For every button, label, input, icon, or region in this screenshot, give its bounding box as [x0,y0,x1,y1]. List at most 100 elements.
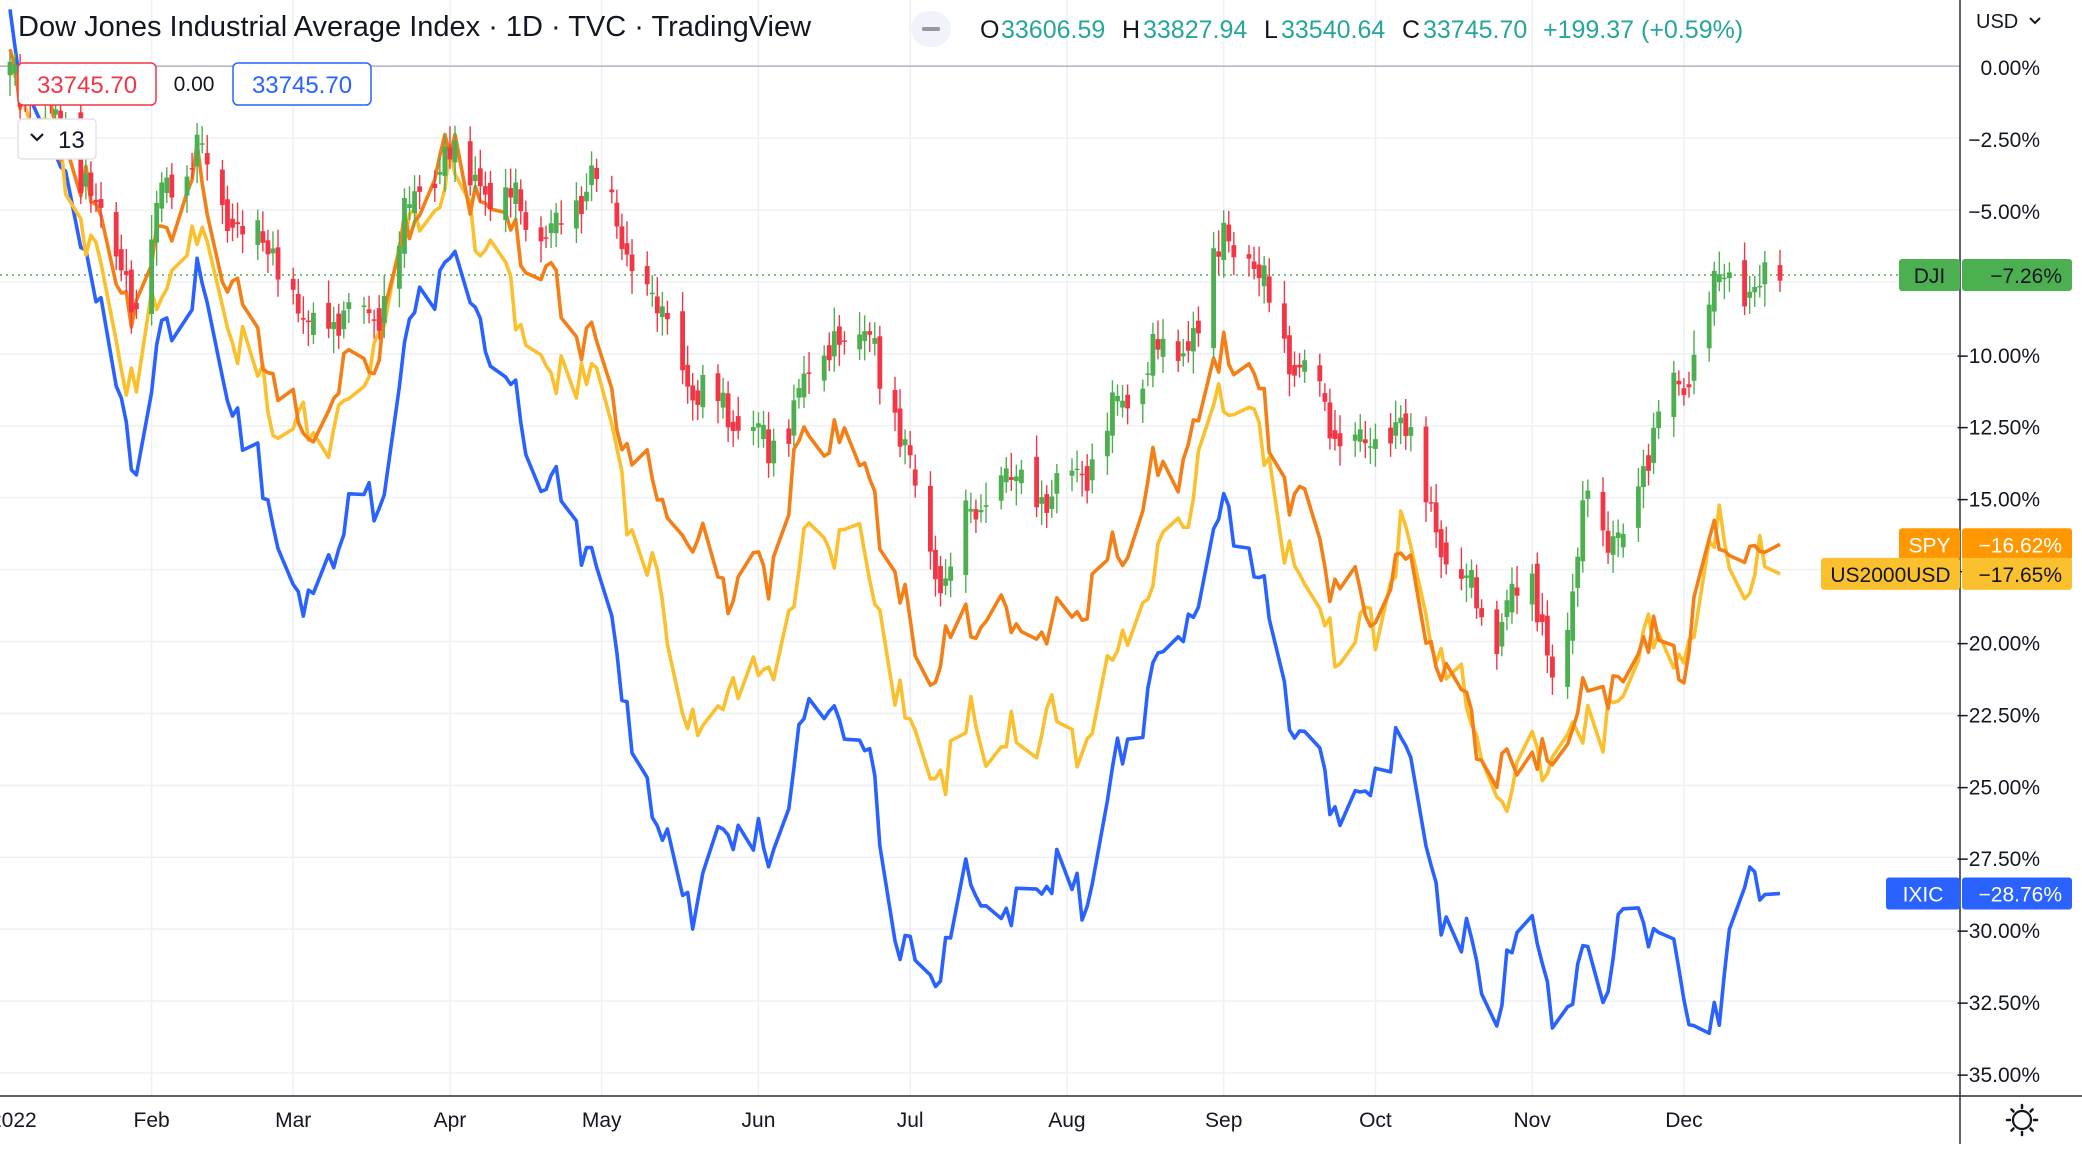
dji-candle [973,499,979,533]
dji-candle [159,172,165,223]
collapse-button[interactable] [911,11,951,47]
badge-value: −17.65% [1979,564,2063,587]
y-tick-label: −32.50% [1957,992,2041,1015]
indicators-toggle[interactable]: 13 [17,118,97,160]
dji-candle [113,202,119,271]
dji-candle [1656,399,1662,440]
x-tick-label: Jul [897,1109,924,1132]
settings-gear-icon[interactable] [2005,1103,2039,1137]
series-badges: DJI −7.26%SPY −16.62%US2000USD −17.65%IXIC −… [1821,259,2072,910]
dji-candles [7,53,1783,699]
dji-candle [225,185,230,243]
dji-candle [720,377,726,419]
dji-candle [1039,480,1045,526]
x-tick-label: Sep [1205,1109,1242,1132]
dji-candle [447,126,453,169]
dji-candle [594,158,600,193]
badge-name: US2000USD [1830,564,1950,587]
dji-candle [1676,370,1682,396]
low-value: 33540.64 [1281,16,1385,44]
dji-candle [361,296,367,325]
dji-candle [235,202,240,238]
x-axis-labels: 2022 Feb Mar Apr May Jun Jul Aug Sep Oct Nov Dec [0,1109,1703,1132]
dji-candle [1742,242,1747,316]
dji-candle [1322,383,1328,412]
dji-candle [326,280,331,339]
currency-label: USD [1976,11,2018,33]
dji-candle [1433,484,1439,548]
dji-candle [1605,511,1611,564]
dji-candle [1550,644,1555,695]
dji-candle [417,175,423,210]
badge-us2000usd: US2000USD −17.65% [1821,557,2072,590]
dji-candle [558,200,564,235]
open-label: O [980,16,999,44]
dji-candle [1671,360,1677,438]
dji-candle [1216,230,1222,275]
dji-candle [1534,552,1540,632]
close-label: C [1402,16,1420,44]
dji-candle [857,312,862,361]
dji-candle [134,289,139,319]
dji-candle [508,168,514,218]
dji-candle [877,325,883,405]
sell-button[interactable]: 33745.70 [17,62,157,106]
dji-candle [1681,377,1687,406]
dji-candle [1140,379,1146,423]
dji-candle [270,231,276,266]
series-line-spy[interactable] [8,48,1781,790]
dji-candle [1494,600,1500,670]
dji-candle [83,153,89,200]
dji-candle [1049,480,1055,518]
dji-candle [397,231,402,308]
dji-candle [619,213,625,260]
dji-candle [872,322,878,356]
dji-candle [644,251,650,296]
dji-candle [538,216,544,263]
x-tick-label: Mar [275,1109,311,1132]
high-value: 33827.94 [1143,16,1247,44]
y-tick-label: −30.00% [1957,920,2041,943]
dji-candle [1125,384,1131,425]
dji-candle [472,156,478,193]
x-tick-label: Nov [1514,1109,1552,1132]
currency-selector[interactable]: USD [1976,11,2041,33]
dji-candle [1074,450,1080,483]
dji-candle [589,151,594,202]
dji-candle [1464,563,1469,603]
dji-candle [1646,443,1651,486]
dji-candle [624,221,630,267]
series-line-ixic[interactable] [8,9,1781,1035]
dji-candle [700,364,706,419]
dji-candle [1474,564,1479,619]
dji-candle [477,149,483,203]
dji-candle [801,355,807,409]
dji-candle [346,292,352,323]
dji-candle [1019,459,1024,495]
dji-candle [437,156,443,185]
dji-candle [1297,353,1302,378]
dji-candle [1175,329,1181,372]
dji-candle [300,296,306,334]
dji-candle [685,345,691,404]
badge-spy: SPY −16.62% [1899,528,2072,561]
dji-candle [1615,519,1621,558]
dji-candle [1544,600,1550,674]
dji-candle [1367,427,1373,464]
dji-candle [189,152,195,179]
dji-candle [579,186,584,234]
badge-value: −7.26% [1990,265,2062,288]
dji-candle [821,345,827,392]
dji-candle [290,267,296,305]
dji-candle [659,291,665,336]
dji-candle [230,203,235,242]
dji-candle [730,410,736,447]
dji-candle [1089,443,1095,494]
buy-button[interactable]: 33745.70 [232,62,372,106]
dji-candle [1251,246,1257,280]
series-line-us2000usd[interactable] [8,61,1781,814]
dji-candle [149,214,154,326]
dji-candle [649,275,655,307]
series-layer [8,9,1781,1035]
